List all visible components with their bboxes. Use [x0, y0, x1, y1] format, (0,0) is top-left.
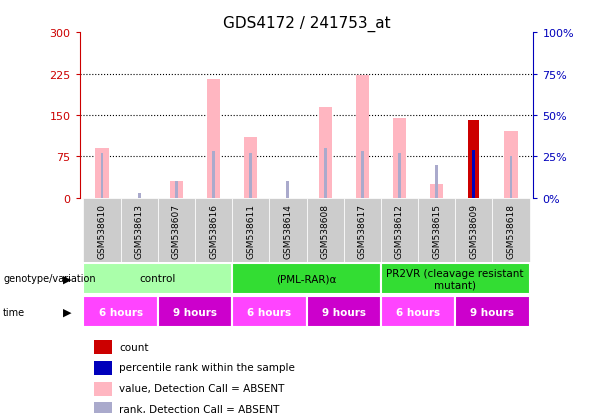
Bar: [473, 150, 475, 198]
Text: time: time: [3, 307, 25, 317]
Bar: [195, 198, 232, 262]
Bar: [509, 157, 512, 198]
Bar: [170, 182, 183, 198]
Bar: [175, 182, 178, 198]
Text: 6 hours: 6 hours: [99, 307, 143, 317]
Text: 9 hours: 9 hours: [173, 307, 217, 317]
Text: GSM538618: GSM538618: [506, 203, 516, 258]
Text: count: count: [119, 342, 148, 352]
Bar: [306, 198, 344, 262]
Text: control: control: [140, 274, 176, 284]
Bar: [244, 138, 257, 198]
Bar: [94, 402, 112, 413]
Bar: [101, 154, 104, 198]
Text: PR2VR (cleavage resistant
mutant): PR2VR (cleavage resistant mutant): [386, 268, 524, 290]
Text: genotype/variation: genotype/variation: [3, 274, 96, 284]
Bar: [504, 132, 517, 198]
Bar: [138, 193, 140, 198]
Bar: [232, 297, 306, 327]
Bar: [96, 149, 109, 198]
Bar: [121, 198, 158, 262]
Bar: [212, 152, 215, 198]
Bar: [286, 182, 289, 198]
Bar: [306, 297, 381, 327]
Bar: [94, 340, 112, 354]
Text: percentile rank within the sample: percentile rank within the sample: [119, 363, 295, 373]
Text: 9 hours: 9 hours: [470, 307, 514, 317]
Bar: [455, 198, 492, 262]
Text: 6 hours: 6 hours: [247, 307, 291, 317]
Bar: [94, 382, 112, 396]
Text: (PML-RAR)α: (PML-RAR)α: [276, 274, 337, 284]
Bar: [468, 121, 479, 198]
Text: ▶: ▶: [63, 307, 72, 317]
Text: GSM538615: GSM538615: [432, 203, 441, 258]
Bar: [83, 297, 158, 327]
Bar: [418, 198, 455, 262]
Bar: [398, 154, 401, 198]
Bar: [356, 76, 369, 198]
Text: 9 hours: 9 hours: [322, 307, 366, 317]
Bar: [381, 297, 455, 327]
Text: rank, Detection Call = ABSENT: rank, Detection Call = ABSENT: [119, 404, 280, 413]
Bar: [381, 198, 418, 262]
Text: GSM538617: GSM538617: [358, 203, 367, 258]
Text: GSM538611: GSM538611: [246, 203, 255, 258]
Bar: [269, 198, 306, 262]
Bar: [435, 165, 438, 198]
Bar: [249, 154, 252, 198]
Text: GSM538616: GSM538616: [209, 203, 218, 258]
Bar: [381, 263, 530, 294]
Bar: [158, 198, 195, 262]
Bar: [492, 198, 530, 262]
Bar: [324, 149, 327, 198]
Bar: [361, 152, 364, 198]
Text: GSM538608: GSM538608: [321, 203, 330, 258]
Bar: [83, 198, 121, 262]
Bar: [207, 80, 220, 198]
Text: 6 hours: 6 hours: [396, 307, 440, 317]
Text: GSM538612: GSM538612: [395, 203, 404, 258]
Bar: [430, 185, 443, 198]
Text: GSM538613: GSM538613: [135, 203, 143, 258]
Text: GSM538609: GSM538609: [470, 203, 478, 258]
Text: ▶: ▶: [63, 274, 72, 284]
Bar: [158, 297, 232, 327]
Bar: [83, 263, 232, 294]
Bar: [94, 361, 112, 375]
Text: GSM538614: GSM538614: [283, 203, 292, 258]
Text: value, Detection Call = ABSENT: value, Detection Call = ABSENT: [119, 383, 284, 393]
Text: GSM538610: GSM538610: [97, 203, 107, 258]
Bar: [232, 263, 381, 294]
Title: GDS4172 / 241753_at: GDS4172 / 241753_at: [223, 16, 390, 32]
Bar: [232, 198, 269, 262]
Bar: [393, 119, 406, 198]
Bar: [319, 107, 332, 198]
Bar: [455, 297, 530, 327]
Bar: [344, 198, 381, 262]
Text: GSM538607: GSM538607: [172, 203, 181, 258]
